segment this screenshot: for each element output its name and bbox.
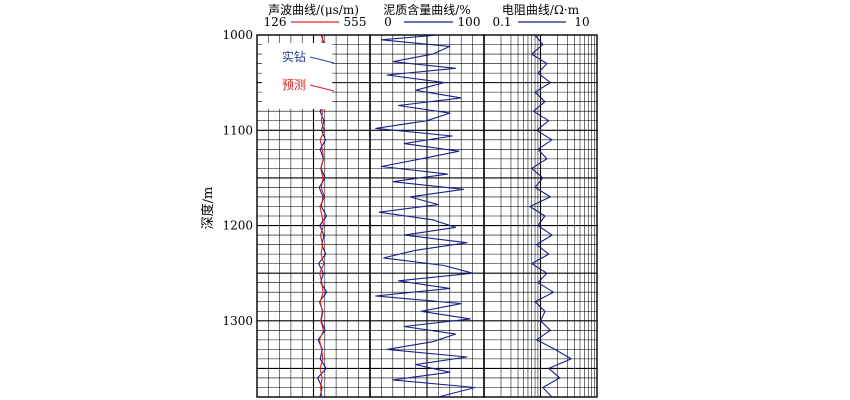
annotation-box <box>262 43 332 109</box>
annotation-label: 实钻 <box>282 49 306 64</box>
track-headers: 声波曲线/(μs/m)126 555 泥质含量曲线/%0 100 电阻曲线/Ω·m0.1… <box>264 2 590 29</box>
scale-min-label: 0.1 <box>492 15 511 29</box>
scale-min-label: 0 <box>384 15 392 29</box>
series-line-shale <box>375 34 476 398</box>
annotation-leader <box>309 84 335 92</box>
track-title: 声波曲线/(μs/m) <box>268 3 359 17</box>
scale-max-label: 10 <box>574 15 589 29</box>
annotation-label: 预测 <box>282 78 306 92</box>
depth-tick-label: 1200 <box>222 219 253 233</box>
scale-max-label: 100 <box>458 15 481 29</box>
depth-axis-label: 深度/m <box>200 187 216 230</box>
track-border <box>483 34 598 398</box>
depth-tick-label: 1300 <box>222 314 253 328</box>
track-title: 电阻曲线/Ω·m <box>502 3 580 17</box>
depth-tick-label: 1000 <box>222 28 253 42</box>
depth-axis: 深度/m 1000 1100 1200 1300 <box>200 28 253 328</box>
annotation-leader <box>309 56 335 64</box>
scale-min-label: 126 <box>264 15 287 29</box>
track-title: 泥质含量曲线/% <box>383 2 470 17</box>
depth-tick-label: 1100 <box>222 123 253 137</box>
series-line-resistivity <box>529 34 572 398</box>
scale-max-label: 555 <box>344 15 367 29</box>
track-borders <box>256 34 598 398</box>
